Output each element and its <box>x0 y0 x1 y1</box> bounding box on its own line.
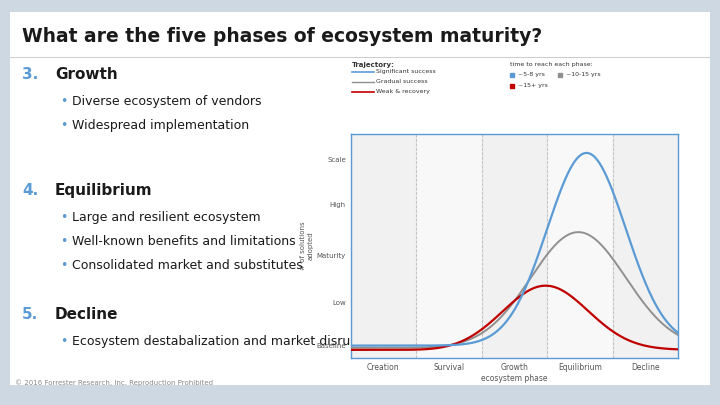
Text: ~5-8 yrs: ~5-8 yrs <box>518 72 545 77</box>
Text: Decline: Decline <box>55 307 119 322</box>
Text: Gradual success: Gradual success <box>376 79 428 84</box>
Text: Consolidated market and substitutes: Consolidated market and substitutes <box>72 259 302 272</box>
Text: Significant success: Significant success <box>376 69 436 74</box>
Text: Trajectory:: Trajectory: <box>352 62 395 68</box>
Text: Large and resilient ecosystem: Large and resilient ecosystem <box>72 211 261 224</box>
Text: •: • <box>60 95 68 108</box>
Text: •: • <box>60 211 68 224</box>
Bar <box>416 134 482 358</box>
Text: Weak & recovery: Weak & recovery <box>376 89 430 94</box>
Text: What are the five phases of ecosystem maturity?: What are the five phases of ecosystem ma… <box>22 27 542 46</box>
Text: •: • <box>60 259 68 272</box>
Y-axis label: # of solutions
adopted: # of solutions adopted <box>300 222 313 271</box>
Text: Growth: Growth <box>55 67 118 82</box>
Text: ~10-15 yrs: ~10-15 yrs <box>566 72 600 77</box>
Text: 4.: 4. <box>22 183 38 198</box>
Text: Ecosystem destabalization and market disruption: Ecosystem destabalization and market dis… <box>72 335 382 348</box>
Text: •: • <box>60 235 68 248</box>
Text: ~15+ yrs: ~15+ yrs <box>518 83 548 88</box>
Bar <box>482 134 547 358</box>
Text: •: • <box>60 119 68 132</box>
Bar <box>351 134 416 358</box>
Bar <box>613 134 678 358</box>
Text: Widespread implementation: Widespread implementation <box>72 119 249 132</box>
Text: 5.: 5. <box>22 307 38 322</box>
Text: Equilibrium: Equilibrium <box>55 183 153 198</box>
Text: 3.: 3. <box>22 67 38 82</box>
Text: © 2016 Forrester Research, Inc. Reproduction Prohibited: © 2016 Forrester Research, Inc. Reproduc… <box>15 379 213 386</box>
Text: •: • <box>60 335 68 348</box>
Text: Diverse ecosystem of vendors: Diverse ecosystem of vendors <box>72 95 261 108</box>
FancyBboxPatch shape <box>10 12 710 385</box>
Text: time to reach each phase:: time to reach each phase: <box>510 62 593 67</box>
Bar <box>547 134 613 358</box>
X-axis label: ecosystem phase: ecosystem phase <box>481 374 548 383</box>
Text: Well-known benefits and limitations: Well-known benefits and limitations <box>72 235 296 248</box>
